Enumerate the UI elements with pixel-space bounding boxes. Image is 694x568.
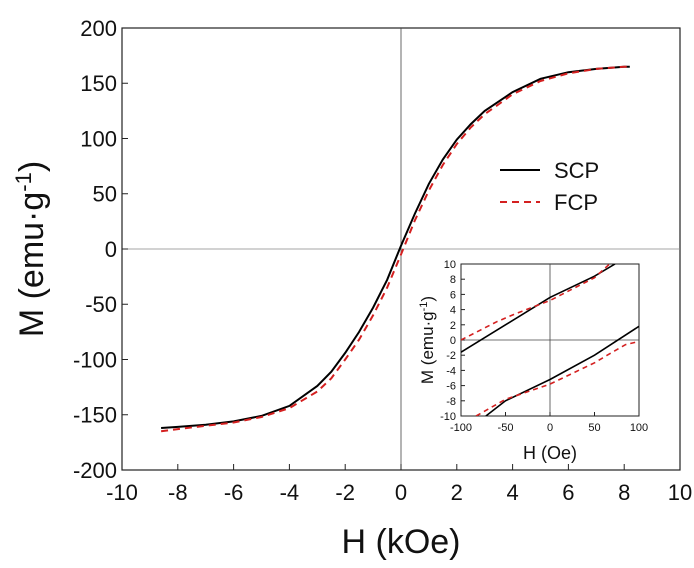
main-y-tick-label: -150 xyxy=(73,403,117,428)
inset-y-tick-label: 2 xyxy=(450,320,456,332)
legend-entry-scp: SCP xyxy=(500,158,599,183)
main-y-axis-label: M (emu·g-1) xyxy=(11,161,51,337)
main-x-tick-label: 8 xyxy=(618,480,630,505)
main-x-tick-label: -6 xyxy=(224,480,244,505)
main-y-tick-label: 0 xyxy=(105,237,117,262)
inset-x-tick-label: 50 xyxy=(588,422,600,434)
main-x-tick-label: 2 xyxy=(451,480,463,505)
series-line-scp xyxy=(161,65,630,429)
inset-x-axis-label: H (Oe) xyxy=(523,443,577,463)
main-plot: -10 -8 -6 -4 -2 0 2 4 6 8 10 -200-150-100-50050100… xyxy=(11,16,692,561)
main-series xyxy=(160,65,630,433)
inset-y-tick-label: 10 xyxy=(444,259,456,271)
inset-background xyxy=(412,256,678,464)
inset-x-tick-label: -50 xyxy=(498,422,514,434)
inset-x-tick-label: -100 xyxy=(450,422,472,434)
inset-y-tick-label: 0 xyxy=(450,335,456,347)
main-x-tick-label: 0 xyxy=(395,480,407,505)
main-y-tick-label: 150 xyxy=(80,71,117,96)
main-y-tick-label: -200 xyxy=(73,458,117,483)
inset-series xyxy=(461,264,639,416)
inset-series-line-scp-branch-2 xyxy=(485,325,639,416)
main-x-tick-label: -8 xyxy=(168,480,188,505)
main-x-tick-label: 10 xyxy=(668,480,692,505)
main-x-tick-label: -4 xyxy=(280,480,300,505)
main-x-tick-label: -2 xyxy=(335,480,355,505)
legend-label-scp: SCP xyxy=(554,158,599,183)
inset-y-tick-label: -6 xyxy=(446,381,456,393)
main-y-axis-label-main: M (emu·g xyxy=(13,192,51,337)
inset-y-tick-label: -4 xyxy=(446,365,456,377)
main-y-tick-label: 200 xyxy=(80,16,117,41)
main-y-tick-label: -50 xyxy=(85,292,117,317)
series-line-fcp xyxy=(160,65,630,433)
inset-y-tick-label: 4 xyxy=(450,305,456,317)
inset-y-tick-label: -10 xyxy=(440,411,456,423)
inset-x-ticks: -100 -50 0 50 100 xyxy=(450,412,648,434)
legend: SCP FCP xyxy=(500,158,599,215)
main-y-tick-label: 50 xyxy=(93,182,117,207)
inset-y-tick-label: 8 xyxy=(450,274,456,286)
main-x-tick-label: -10 xyxy=(106,480,138,505)
main-y-tick-label: 100 xyxy=(80,126,117,151)
inset-y-axis-label: M (emu·g-1) xyxy=(418,296,437,384)
inset-y-tick-label: -8 xyxy=(446,396,456,408)
main-x-axis-label: H (kOe) xyxy=(342,523,461,561)
main-y-tick-label: -100 xyxy=(73,347,117,372)
inset-y-ticks: -10 -8 -6 -4 -2 0 2 4 6 8 10 xyxy=(440,259,465,423)
inset-y-axis-label-superscript: -1 xyxy=(418,302,430,312)
main-x-tick-label: 6 xyxy=(562,480,574,505)
inset-x-tick-label: 100 xyxy=(630,422,648,434)
inset-series-line-fcp-branch-2 xyxy=(475,340,639,416)
main-y-axis-label-superscript: -1 xyxy=(11,172,36,192)
main-x-tick-label: 4 xyxy=(506,480,518,505)
inset-y-axis-label-close: ) xyxy=(418,296,437,302)
main-y-axis-label-close: ) xyxy=(13,161,51,172)
inset-x-tick-label: 0 xyxy=(547,422,553,434)
legend-entry-fcp: FCP xyxy=(500,190,598,215)
legend-label-fcp: FCP xyxy=(554,190,598,215)
inset-y-axis-label-main: M (emu·g xyxy=(418,311,437,384)
main-x-ticks: -10 -8 -6 -4 -2 0 2 4 6 8 10 xyxy=(106,464,692,505)
inset-y-tick-label: -2 xyxy=(446,350,456,362)
main-y-ticks: -200 -150 -100 -50 0 50 100 150 200 xyxy=(73,16,128,483)
inset-y-tick-label: 6 xyxy=(450,289,456,301)
